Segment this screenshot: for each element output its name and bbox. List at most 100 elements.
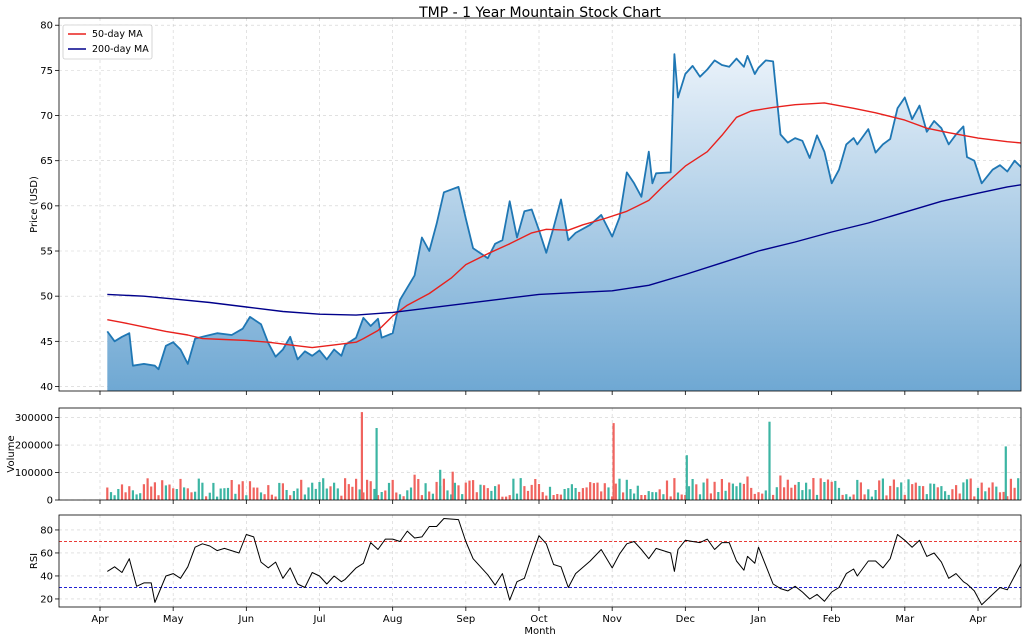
volume-bar [955, 485, 958, 500]
volume-bar [285, 490, 288, 500]
volume-bar [1006, 496, 1009, 500]
volume-bar [172, 488, 175, 500]
volume-bar [417, 479, 420, 500]
volume-bar [450, 494, 453, 500]
volume-bar [662, 494, 665, 500]
volume-bar [783, 487, 786, 500]
volume-bar [541, 492, 544, 500]
volume-bar [428, 491, 431, 500]
volume-bar [424, 483, 427, 500]
volume-bar [109, 492, 113, 500]
volume-bar [717, 492, 720, 500]
volume-bar [483, 485, 486, 500]
volume-bar [208, 492, 211, 500]
volume-bar [358, 489, 361, 500]
volume-bar [259, 492, 263, 500]
volume-bar [296, 488, 299, 500]
volume-bar [508, 495, 511, 500]
volume-bar [665, 480, 669, 500]
volume-bar-spike [375, 428, 378, 500]
x-axis-label: Month [524, 626, 555, 637]
volume-bar [179, 478, 182, 500]
volume-bar [234, 493, 237, 500]
volume-bar [742, 483, 745, 500]
volume-bar [325, 488, 328, 500]
rsi-ytick-label: 80 [40, 525, 53, 536]
volume-bar [402, 496, 405, 500]
volume-bar [311, 482, 314, 500]
volume-bar [750, 487, 753, 500]
volume-bar [867, 489, 870, 500]
volume-bar [658, 489, 661, 500]
volume-bar [918, 485, 921, 500]
volume-bar [848, 496, 852, 500]
volume-bar [651, 492, 654, 500]
volume-bar [475, 492, 478, 500]
volume-bar [457, 485, 460, 500]
volume-bar [128, 486, 131, 500]
volume-bar [695, 484, 698, 500]
volume-bar [113, 495, 116, 500]
volume-bar [676, 492, 680, 500]
volume-bar [212, 482, 215, 500]
volume-bar [845, 494, 848, 500]
volume-bar [387, 482, 391, 500]
volume-bar [1009, 478, 1012, 500]
volume-bar [413, 474, 416, 500]
volume-bar-spike [439, 469, 442, 500]
volume-bar [245, 495, 248, 500]
volume-bar [523, 486, 526, 500]
volume-bar [698, 494, 702, 500]
volume-bar [563, 489, 566, 500]
volume-bar [933, 483, 936, 500]
volume-bar [907, 479, 910, 500]
volume-bar [278, 482, 281, 500]
volume-bar [333, 482, 336, 500]
volume-bar [720, 479, 723, 500]
volume-bar [801, 490, 804, 500]
volume-bar-spike [685, 455, 688, 500]
volume-bar [680, 494, 683, 500]
price-ytick-label: 45 [40, 337, 53, 348]
volume-ytick-label: 0 [47, 496, 53, 507]
volume-bar [252, 487, 255, 500]
volume-bar [644, 495, 647, 500]
volume-bar [805, 482, 808, 500]
volume-bar [969, 478, 972, 500]
volume-bar [344, 478, 347, 500]
volume-bar [300, 479, 303, 500]
volume-bar-spike [451, 471, 454, 500]
volume-bar [431, 493, 434, 500]
volume-bar [947, 494, 950, 500]
volume-bar [870, 496, 873, 500]
volume-bar [673, 478, 676, 500]
volume-bar [962, 482, 965, 500]
volume-bar [472, 480, 475, 500]
volume-bar [874, 490, 877, 500]
volume-bar [292, 491, 295, 500]
volume-bar [194, 491, 197, 500]
volume-bar [944, 491, 947, 500]
volume-bar [976, 487, 980, 500]
price-ytick-label: 70 [40, 111, 53, 122]
volume-bar [406, 490, 409, 500]
volume-bar [446, 490, 449, 500]
volume-bar [289, 495, 292, 500]
volume-bar [205, 496, 208, 500]
volume-bar [303, 494, 306, 500]
volume-bar [775, 487, 778, 500]
volume-bar [497, 484, 500, 500]
volume-bar [772, 494, 775, 500]
volume-bar [329, 486, 332, 500]
x-tick-label-apr: Apr [91, 614, 109, 625]
volume-bar [585, 487, 588, 500]
volume-bar [168, 484, 171, 500]
x-tick-label-jul: Jul [312, 614, 325, 625]
volume-bar [270, 494, 273, 500]
volume-bar [581, 488, 584, 500]
volume-ytick-label: 100000 [15, 468, 53, 479]
volume-ytick-label: 300000 [15, 413, 53, 424]
volume-bar [161, 480, 164, 500]
volume-bar [186, 488, 189, 500]
